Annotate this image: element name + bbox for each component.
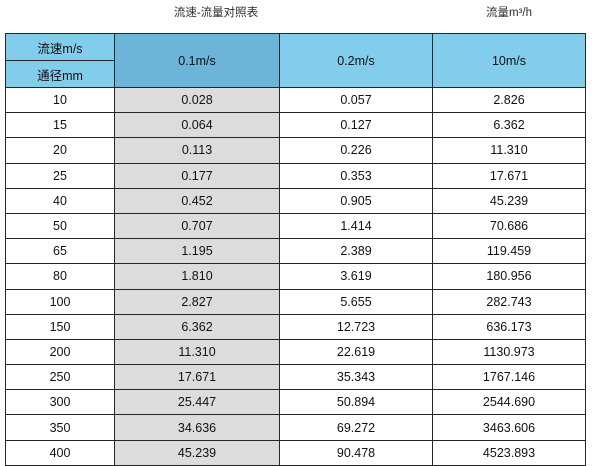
header-velocity-2: 10m/s [432, 33, 586, 88]
cell-flow-rate-2: 1767.146 [432, 364, 586, 391]
cell-nominal-diameter: 300 [5, 389, 115, 416]
flow-velocity-table-wrap: 流速m/s 0.1m/s 0.2m/s 10m/s 通径mm 10 0.028 0.… [5, 33, 586, 466]
cell-flow-rate-0: 45.239 [114, 439, 280, 466]
cell-flow-rate-1: 1.414 [279, 212, 433, 240]
cell-flow-rate-0: 1.810 [114, 263, 280, 290]
cell-flow-rate-1: 50.894 [279, 389, 433, 416]
cell-flow-rate-0: 11.310 [114, 338, 280, 366]
table-row: 25 0.177 0.353 17.671 [5, 162, 586, 189]
table-body: 流速m/s 0.1m/s 0.2m/s 10m/s 通径mm 10 0.028 0.… [5, 33, 586, 466]
cell-nominal-diameter: 10 [5, 86, 115, 114]
table-row: 50 0.707 1.414 70.686 [5, 212, 586, 240]
cell-flow-rate-2: 2544.690 [432, 389, 586, 416]
cell-nominal-diameter: 20 [5, 137, 115, 164]
table-row: 300 25.447 50.894 2544.690 [5, 389, 586, 416]
table-header-row-bottom: 通径mm [5, 60, 586, 88]
cell-flow-rate-0: 0.707 [114, 212, 280, 240]
cell-flow-rate-1: 90.478 [279, 439, 433, 466]
cell-flow-rate-0: 0.113 [114, 137, 280, 164]
cell-nominal-diameter: 350 [5, 414, 115, 441]
cell-flow-rate-2: 3463.606 [432, 414, 586, 441]
cell-flow-rate-1: 0.226 [279, 137, 433, 164]
header-velocity-1: 0.2m/s [279, 33, 433, 88]
table-row: 80 1.810 3.619 180.956 [5, 263, 586, 290]
flow-velocity-table: 流速m/s 0.1m/s 0.2m/s 10m/s 通径mm 10 0.028 0.… [5, 33, 586, 466]
cell-flow-rate-2: 119.459 [432, 238, 586, 265]
cell-nominal-diameter: 400 [5, 439, 115, 466]
cell-flow-rate-2: 180.956 [432, 263, 586, 290]
cell-nominal-diameter: 200 [5, 338, 115, 366]
table-row: 350 34.636 69.272 3463.606 [5, 414, 586, 441]
cell-flow-rate-2: 11.310 [432, 137, 586, 164]
cell-flow-rate-2: 4523.893 [432, 439, 586, 466]
cell-nominal-diameter: 65 [5, 238, 115, 265]
table-row: 10 0.028 0.057 2.826 [5, 86, 586, 114]
cell-flow-rate-0: 1.195 [114, 238, 280, 265]
cell-flow-rate-1: 2.389 [279, 238, 433, 265]
cell-flow-rate-2: 282.743 [432, 288, 586, 315]
cell-nominal-diameter: 40 [5, 187, 115, 214]
cell-nominal-diameter: 80 [5, 263, 115, 290]
cell-flow-rate-2: 2.826 [432, 86, 586, 114]
cell-flow-rate-1: 0.057 [279, 86, 433, 114]
cell-flow-rate-2: 45.239 [432, 187, 586, 214]
cell-nominal-diameter: 25 [5, 162, 115, 189]
table-row: 100 2.827 5.655 282.743 [5, 288, 586, 315]
cell-flow-rate-0: 0.452 [114, 187, 280, 214]
flow-rate-unit-title: 流量m³/h [486, 7, 532, 19]
cell-nominal-diameter: 15 [5, 112, 115, 139]
cell-flow-rate-0: 6.362 [114, 313, 280, 340]
header-corner-diameter-label: 通径mm [5, 60, 115, 88]
cell-flow-rate-1: 35.343 [279, 364, 433, 391]
table-header-row-top: 流速m/s 0.1m/s 0.2m/s 10m/s [5, 33, 586, 88]
table-row: 65 1.195 2.389 119.459 [5, 238, 586, 265]
cell-flow-rate-0: 0.177 [114, 162, 280, 189]
cell-flow-rate-2: 17.671 [432, 162, 586, 189]
page-title: 流速-流量对照表 [173, 7, 259, 19]
cell-flow-rate-0: 2.827 [114, 288, 280, 315]
cell-flow-rate-0: 0.028 [114, 86, 280, 114]
cell-flow-rate-1: 22.619 [279, 338, 433, 366]
header-corner-velocity-label: 流速m/s [5, 33, 115, 61]
cell-flow-rate-2: 6.362 [432, 112, 586, 139]
cell-flow-rate-1: 0.353 [279, 162, 433, 189]
cell-nominal-diameter: 100 [5, 288, 115, 315]
cell-nominal-diameter: 50 [5, 212, 115, 240]
cell-flow-rate-1: 69.272 [279, 414, 433, 441]
cell-flow-rate-0: 25.447 [114, 389, 280, 416]
cell-flow-rate-2: 70.686 [432, 212, 586, 240]
titles-row: 流速-流量对照表 流量m³/h [0, 0, 600, 33]
cell-flow-rate-2: 636.173 [432, 313, 586, 340]
cell-flow-rate-0: 0.064 [114, 112, 280, 139]
table-row: 15 0.064 0.127 6.362 [5, 112, 586, 139]
table-row: 250 17.671 35.343 1767.146 [5, 364, 586, 391]
cell-flow-rate-1: 5.655 [279, 288, 433, 315]
header-velocity-0: 0.1m/s [114, 33, 280, 88]
table-row: 40 0.452 0.905 45.239 [5, 187, 586, 214]
table-row: 150 6.362 12.723 636.173 [5, 313, 586, 340]
cell-flow-rate-1: 3.619 [279, 263, 433, 290]
table-row: 400 45.239 90.478 4523.893 [5, 439, 586, 466]
cell-flow-rate-1: 0.127 [279, 112, 433, 139]
cell-flow-rate-2: 1130.973 [432, 338, 586, 366]
cell-nominal-diameter: 250 [5, 364, 115, 391]
cell-flow-rate-1: 12.723 [279, 313, 433, 340]
table-row: 20 0.113 0.226 11.310 [5, 137, 586, 164]
cell-flow-rate-0: 34.636 [114, 414, 280, 441]
cell-flow-rate-1: 0.905 [279, 187, 433, 214]
cell-flow-rate-0: 17.671 [114, 364, 280, 391]
cell-nominal-diameter: 150 [5, 313, 115, 340]
table-row: 200 11.310 22.619 1130.973 [5, 338, 586, 366]
